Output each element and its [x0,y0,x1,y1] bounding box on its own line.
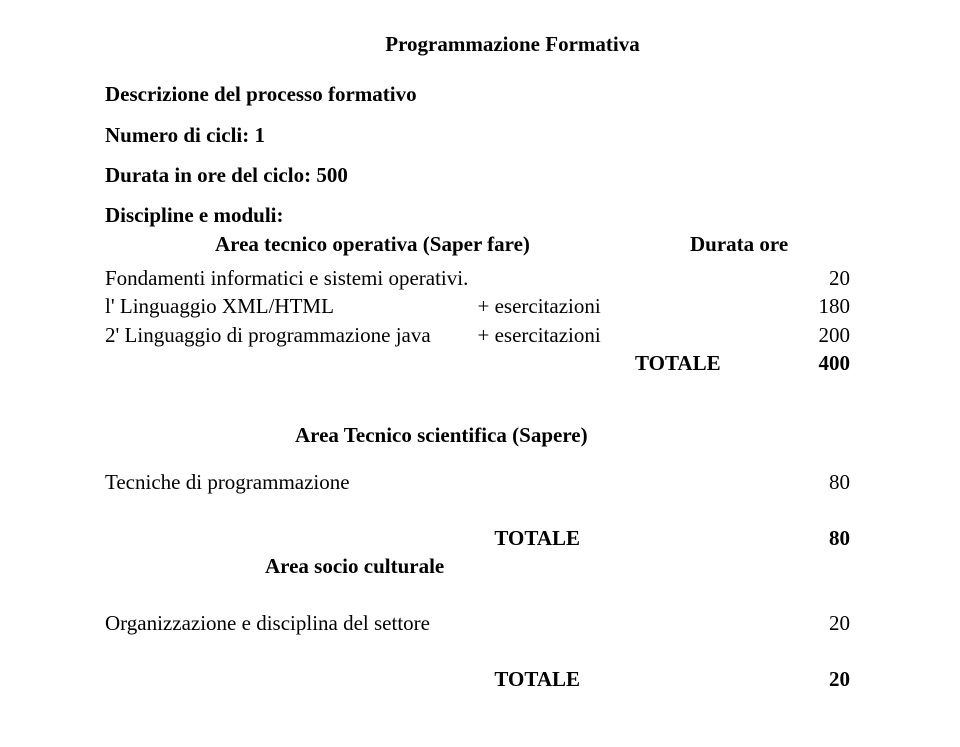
course-note: + esercitazioni [478,292,778,320]
discipline-heading: Discipline e moduli: [105,201,850,229]
area2-total-row: TOTALE 80 [105,524,850,552]
page: Programmazione Formativa Descrizione del… [0,0,960,747]
table-row: Fondamenti informatici e sistemi operati… [105,264,850,292]
process-description-heading: Descrizione del processo formativo [105,80,850,108]
course-hours: 20 [780,264,850,292]
table-row: l' Linguaggio XML/HTML + esercitazioni 1… [105,292,850,320]
course-label: Fondamenti informatici e sistemi operati… [105,264,780,292]
total-label: TOTALE [494,524,580,552]
total-hours: 20 [780,665,850,693]
cycle-duration: Durata in ore del ciclo: 500 [105,161,850,189]
total-label: TOTALE [475,349,780,377]
total-label: TOTALE [494,665,580,693]
cycles-count: Numero di cicli: 1 [105,121,850,149]
course-note: + esercitazioni [478,321,778,349]
duration-column-label: Durata ore [690,230,850,258]
spacer [105,496,850,524]
spacer [105,637,850,665]
area1-total-row: TOTALE 400 [105,349,850,377]
table-row: 2' Linguaggio di programmazione java + e… [105,321,850,349]
course-hours: 80 [780,468,850,496]
spacer [105,581,850,609]
course-label: Organizzazione e disciplina del settore [105,609,780,637]
spacer [105,377,850,421]
area1-heading-row: Area tecnico operativa (Saper fare) Dura… [105,230,850,258]
course-label: l' Linguaggio XML/HTML [105,292,475,320]
course-hours: 180 [780,292,850,320]
area3-total-row: TOTALE 20 [105,665,850,693]
area2-heading: Area Tecnico scientifica (Sapere) [105,421,850,449]
area3-heading: Area socio culturale [105,552,850,580]
total-hours: 80 [780,524,850,552]
course-label: 2' Linguaggio di programmazione java [105,321,475,349]
course-label: Tecniche di programmazione [105,468,780,496]
area1-heading: Area tecnico operativa (Saper fare) [105,230,690,258]
course-hours: 20 [780,609,850,637]
table-row: Tecniche di programmazione 80 [105,468,850,496]
table-row: Organizzazione e disciplina del settore … [105,609,850,637]
course-hours: 200 [780,321,850,349]
main-title: Programmazione Formativa [175,30,850,58]
total-hours: 400 [780,349,850,377]
